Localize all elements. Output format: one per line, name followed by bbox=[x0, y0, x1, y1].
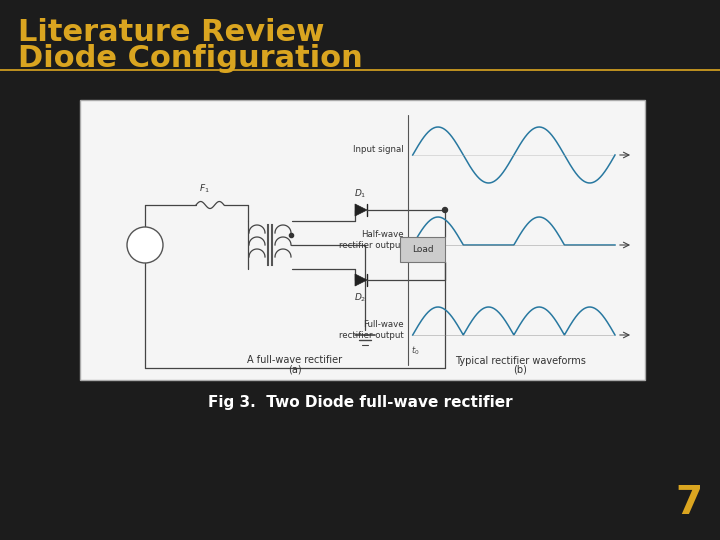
Text: Literature Review: Literature Review bbox=[18, 18, 325, 47]
Text: Half-wave
rectifier output: Half-wave rectifier output bbox=[339, 230, 404, 249]
Text: Load: Load bbox=[412, 245, 433, 254]
Bar bbox=[400, 237, 445, 262]
Text: Typical rectifier waveforms: Typical rectifier waveforms bbox=[455, 356, 586, 366]
Text: $D_1$: $D_1$ bbox=[354, 187, 366, 200]
Bar bbox=[80, 100, 645, 380]
Circle shape bbox=[127, 227, 163, 263]
Circle shape bbox=[443, 207, 448, 213]
Bar bbox=[146, 239, 149, 247]
Text: Fig 3.  Two Diode full-wave rectifier: Fig 3. Two Diode full-wave rectifier bbox=[207, 395, 513, 410]
Text: Diode Configuration: Diode Configuration bbox=[18, 44, 363, 73]
Polygon shape bbox=[355, 204, 367, 216]
Text: (b): (b) bbox=[513, 365, 527, 375]
Text: Full-wave
rectifier output: Full-wave rectifier output bbox=[339, 320, 404, 340]
Text: $D_2$: $D_2$ bbox=[354, 292, 366, 305]
Text: $F_1$: $F_1$ bbox=[199, 183, 210, 195]
Bar bbox=[141, 239, 144, 247]
Polygon shape bbox=[355, 274, 367, 286]
Text: Input signal: Input signal bbox=[353, 145, 404, 154]
Text: (a): (a) bbox=[288, 365, 302, 375]
Text: A full-wave rectifier: A full-wave rectifier bbox=[248, 355, 343, 365]
Text: $t_0$: $t_0$ bbox=[410, 345, 419, 357]
Text: 7: 7 bbox=[676, 484, 703, 522]
